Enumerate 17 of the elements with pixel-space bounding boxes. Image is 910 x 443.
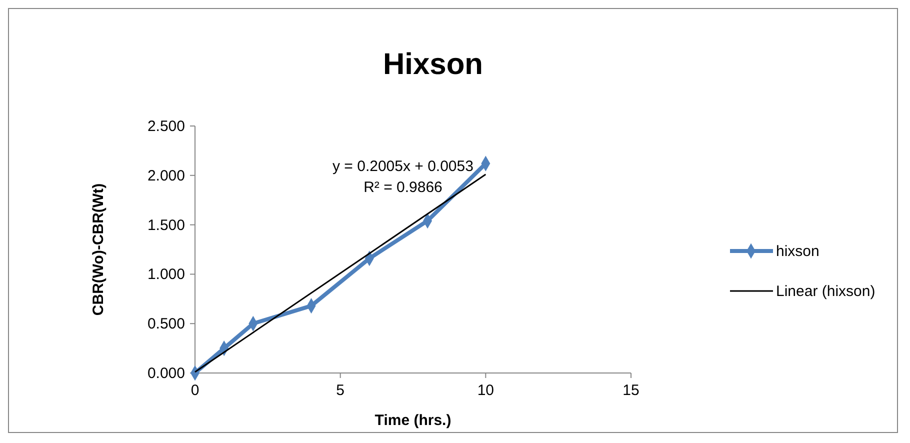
y-tick-label: 1.000 [147,266,185,284]
legend-label: Linear (hixson) [776,283,876,300]
y-tick-label: 2.000 [147,167,185,184]
annotation: y = 0.2005x + 0.0053 [332,158,474,175]
y-axis-title: CBR(Wo)-CBR(Wt) [90,183,107,316]
x-tick-label: 0 [190,382,200,399]
y-tick-label: 1.500 [147,216,185,234]
x-tick-label: 5 [336,382,345,399]
chart-title: Hixson [382,48,484,81]
y-tick-label: 0.500 [147,316,185,333]
x-tick-label: 10 [477,382,494,399]
x-axis-title: Time (hrs.) [374,412,452,429]
legend-label: hixson [776,243,820,260]
annotation: R² = 0.9866 [364,179,442,196]
x-tick-label: 15 [622,382,640,399]
y-tick-label: 2.500 [147,118,185,135]
y-tick-label: 0.000 [147,365,185,382]
